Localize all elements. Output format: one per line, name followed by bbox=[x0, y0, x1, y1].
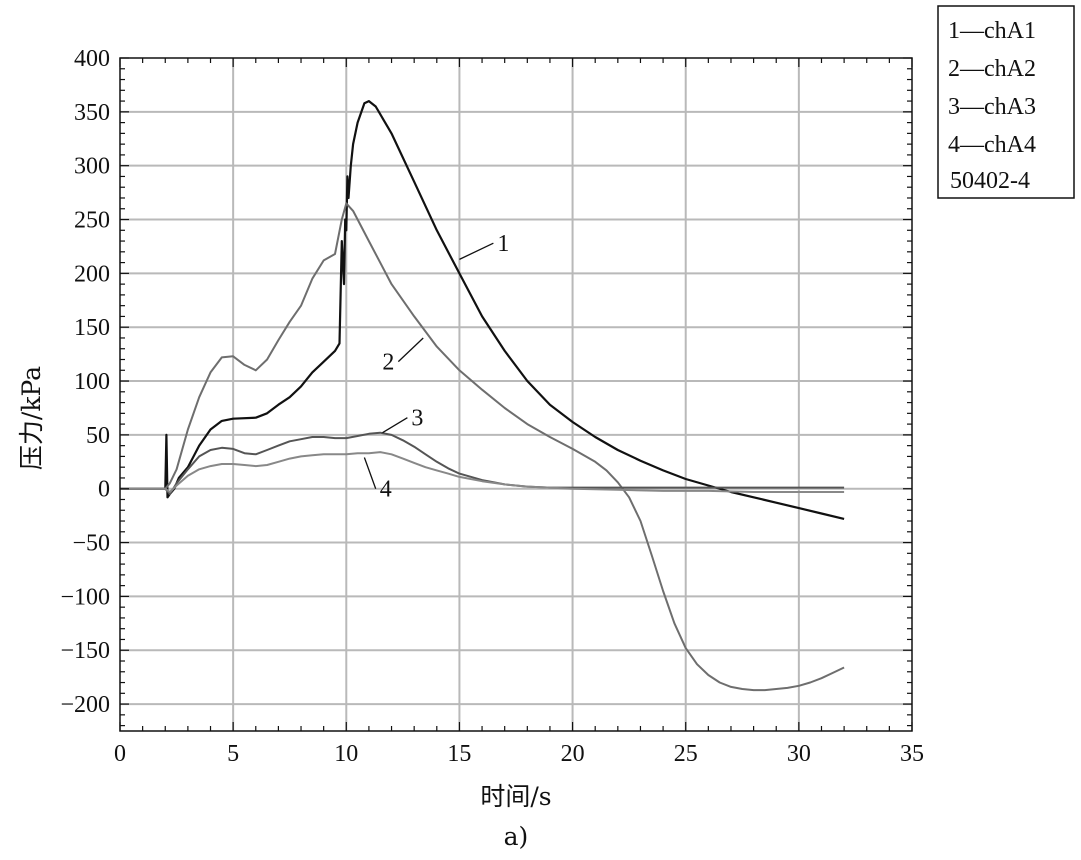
x-tick-label: 0 bbox=[114, 741, 126, 767]
y-tick-label: −100 bbox=[60, 584, 110, 610]
legend-note: 50402-4 bbox=[950, 168, 1030, 194]
x-tick-label: 15 bbox=[447, 741, 471, 767]
x-tick-label: 5 bbox=[227, 741, 239, 767]
x-tick-label: 30 bbox=[787, 741, 811, 767]
y-tick-label: 250 bbox=[74, 208, 110, 234]
y-tick-label: 200 bbox=[74, 261, 110, 287]
y-tick-label: 100 bbox=[74, 369, 110, 395]
axis-ticks: 0 5 10 15 20 25 30 35 400 350 300 250 200 150 100 50 0 −5… bbox=[60, 46, 924, 767]
curve-label-2: 2 bbox=[382, 350, 394, 376]
series-line-2 bbox=[120, 202, 845, 692]
y-tick-label: −200 bbox=[60, 692, 110, 718]
curve-label-leader-3 bbox=[382, 417, 408, 434]
curve-labels: 1 2 3 4 bbox=[363, 231, 509, 503]
curve-label-1: 1 bbox=[497, 231, 509, 257]
series-line-1 bbox=[120, 99, 845, 520]
legend-box bbox=[937, 5, 1075, 199]
x-tick-label: 35 bbox=[900, 741, 924, 767]
plot-frame bbox=[119, 57, 913, 732]
curve-label-3: 3 bbox=[411, 406, 423, 432]
y-tick-label: −50 bbox=[72, 531, 110, 557]
y-axis-title: 压力/kPa bbox=[17, 366, 46, 470]
y-tick-label: 350 bbox=[74, 100, 110, 126]
y-tick-label: −150 bbox=[60, 638, 110, 664]
y-tick-label: 150 bbox=[74, 315, 110, 341]
legend-entry-2: 2—chA2 bbox=[948, 56, 1036, 82]
curve-label-leader-4 bbox=[363, 457, 377, 489]
gridlines bbox=[120, 58, 912, 731]
legend-entry-3: 3—chA3 bbox=[948, 94, 1036, 120]
curve-label-4: 4 bbox=[380, 477, 392, 503]
curve-label-leader-1 bbox=[459, 242, 494, 260]
series-line-4 bbox=[120, 451, 845, 493]
y-tick-label: 0 bbox=[98, 477, 110, 503]
series-lines bbox=[120, 99, 845, 692]
figure-caption: a) bbox=[504, 822, 529, 851]
legend-entry-1: 1—chA1 bbox=[948, 18, 1036, 44]
y-tick-label: 400 bbox=[74, 46, 110, 72]
x-axis-title: 时间/s bbox=[480, 782, 551, 811]
y-tick-label: 300 bbox=[74, 154, 110, 180]
legend: 1—chA1 2—chA2 3—chA3 4—chA4 50402-4 bbox=[937, 5, 1075, 199]
x-tick-label: 25 bbox=[674, 741, 698, 767]
x-tick-label: 20 bbox=[561, 741, 585, 767]
x-tick-label: 10 bbox=[334, 741, 358, 767]
legend-entry-4: 4—chA4 bbox=[948, 132, 1036, 158]
curve-label-leader-2 bbox=[397, 337, 424, 363]
y-tick-label: 50 bbox=[86, 423, 110, 449]
